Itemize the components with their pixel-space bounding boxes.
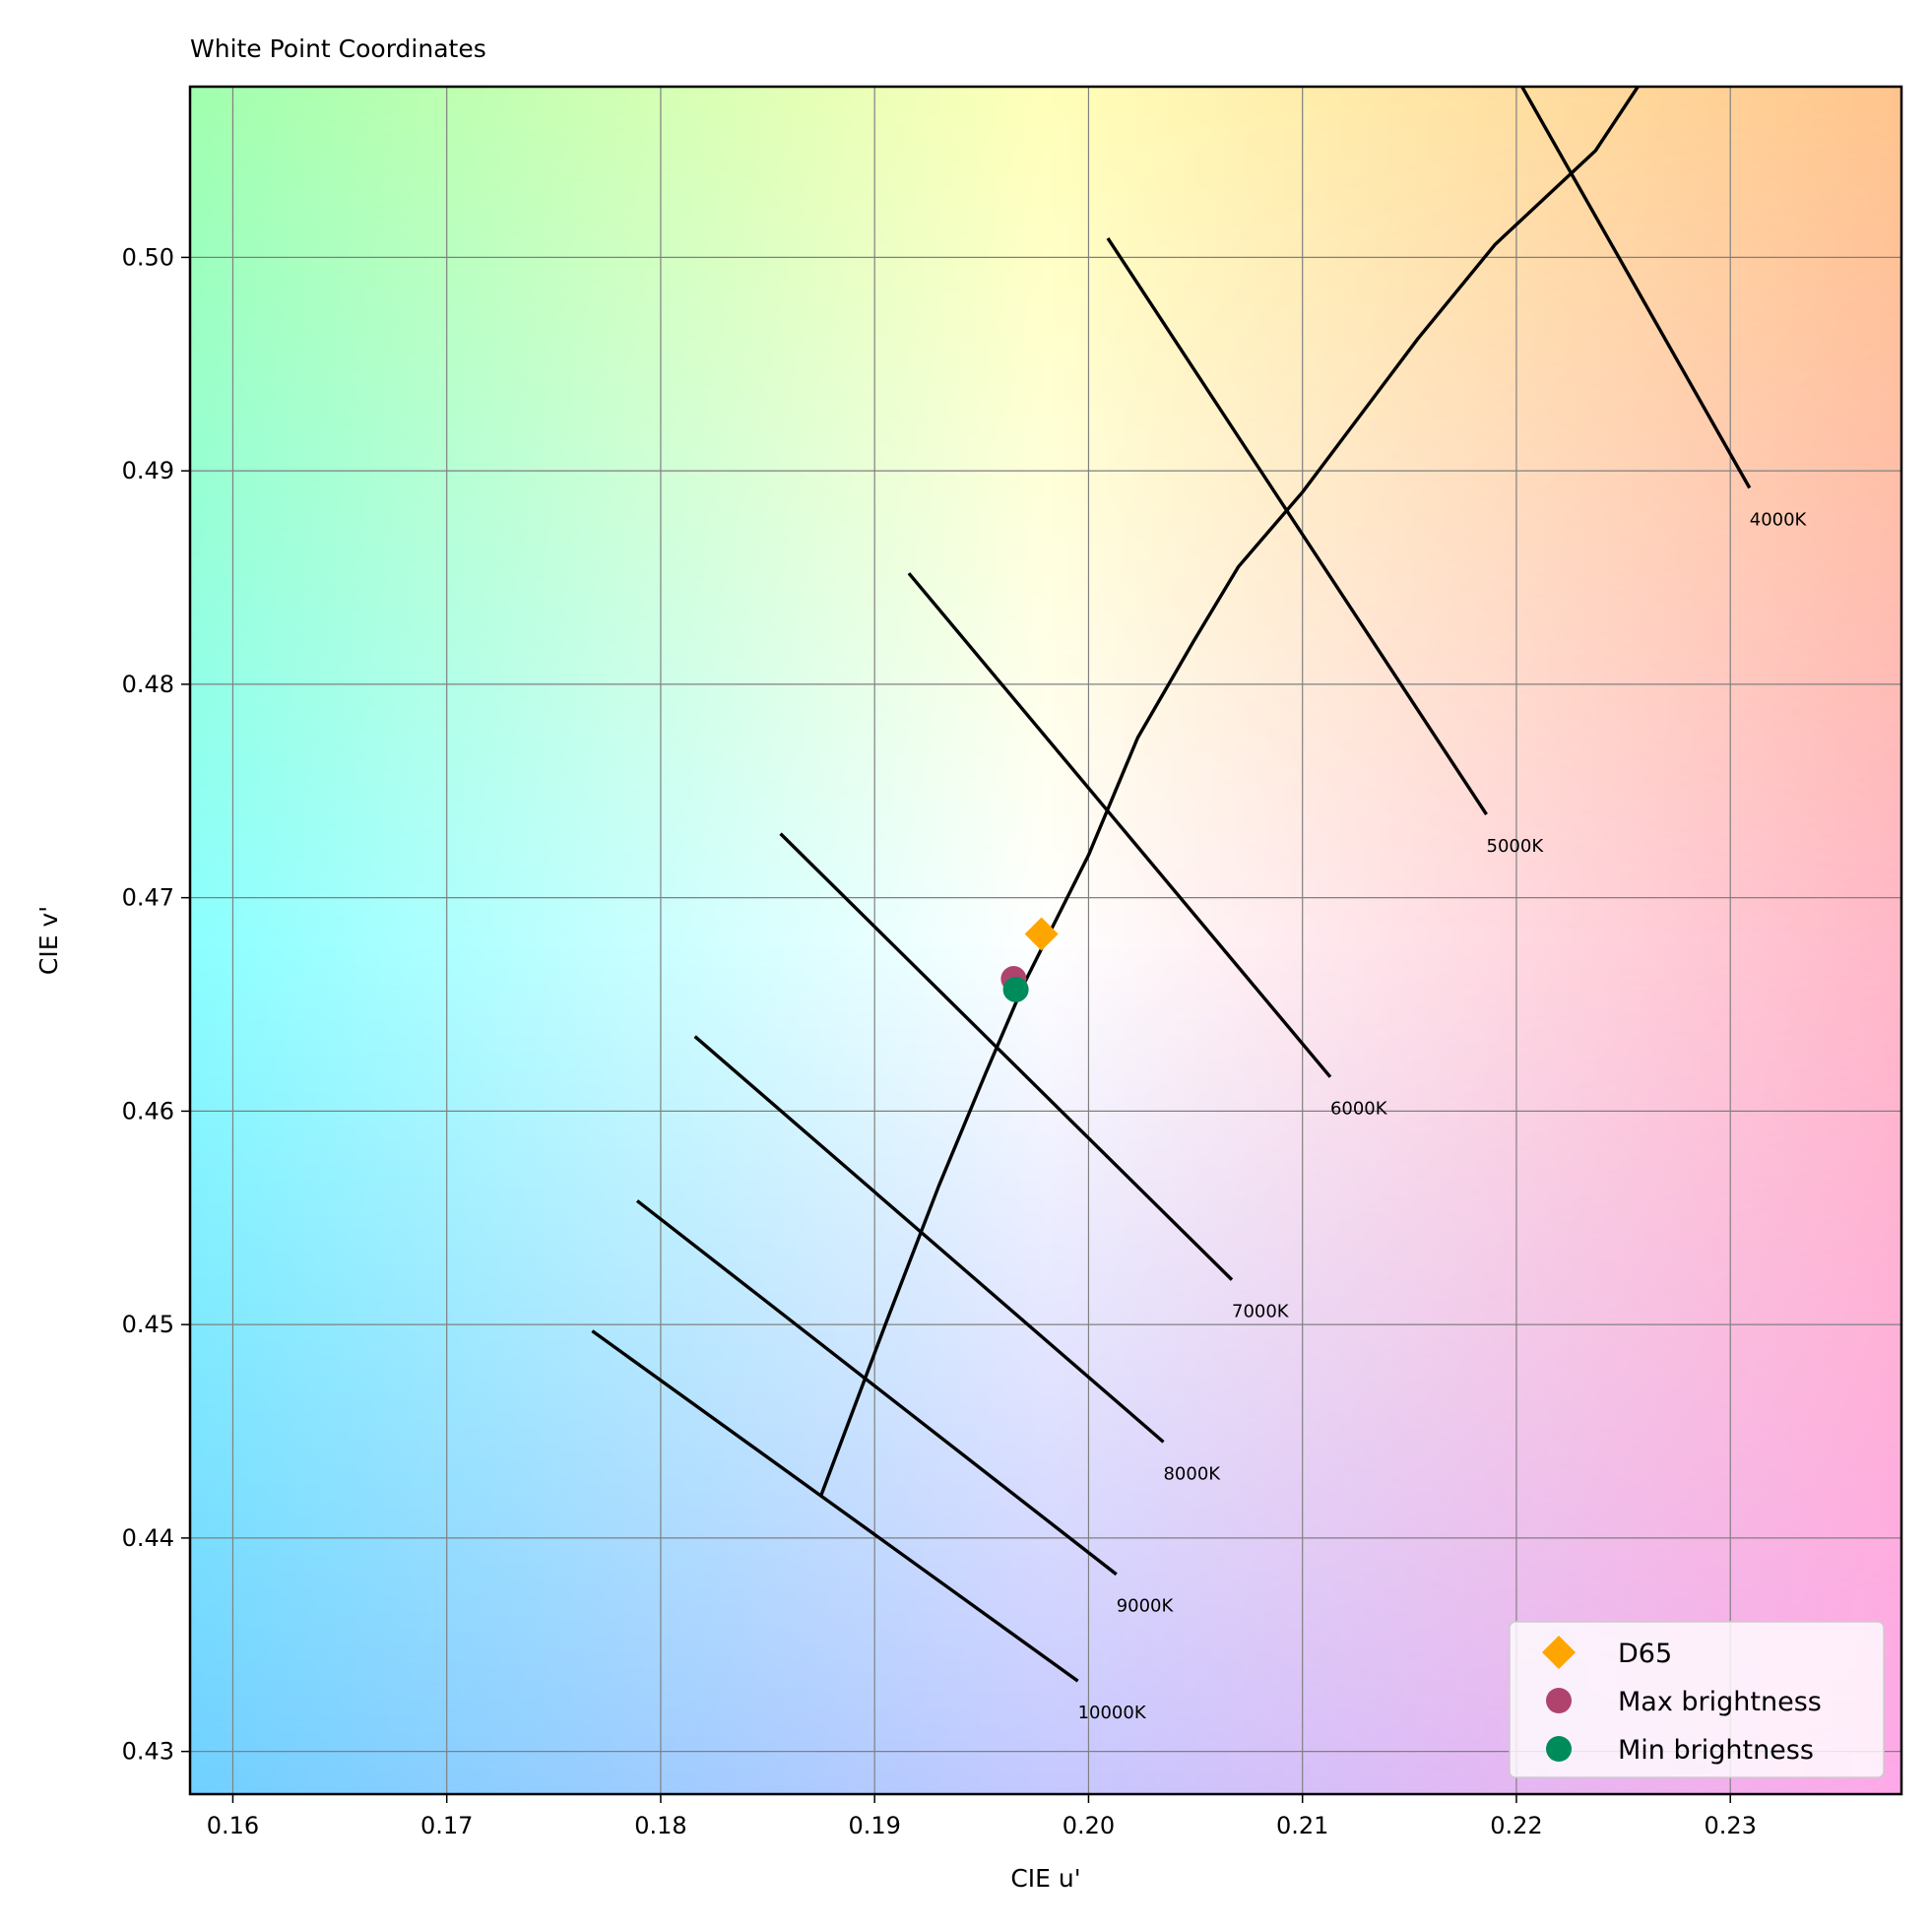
legend: D65 Max brightness Min brightness <box>1509 1621 1885 1778</box>
isotherm-line-6000K <box>907 572 1332 1078</box>
x-tick-label: 0.20 <box>1063 1812 1115 1839</box>
data-points-layer <box>1000 917 1059 1002</box>
isotherm-labels: 4000K 5000K 6000K 7000K 8000K 9000K 10000K <box>1078 509 1808 1723</box>
grid-lines <box>190 87 1901 1794</box>
planckian-locus-line <box>819 87 1641 1497</box>
y-axis-ticks: 0.43 0.44 0.45 0.46 0.47 0.48 0.49 0.50 <box>122 243 190 1766</box>
x-axis-label: CIE u' <box>1010 1864 1080 1893</box>
isotherm-line-7000K <box>779 832 1234 1281</box>
isotherm-line-9000K <box>636 1199 1118 1577</box>
isotherm-line-4000K <box>1519 87 1752 489</box>
isotherm-layer <box>591 87 1752 1683</box>
x-axis-ticks: 0.16 0.17 0.18 0.19 0.20 0.21 0.22 0.23 <box>207 1794 1757 1839</box>
legend-label-min-brightness: Min brightness <box>1618 1735 1814 1766</box>
isotherm-label-5000K: 5000K <box>1487 836 1545 857</box>
point-min-brightness <box>1002 976 1029 1002</box>
y-tick-label: 0.48 <box>122 671 174 698</box>
y-tick-label: 0.44 <box>122 1524 174 1552</box>
x-tick-label: 0.18 <box>634 1812 686 1839</box>
plot-frame <box>188 85 1903 1796</box>
isotherm-label-9000K: 9000K <box>1117 1596 1175 1617</box>
isotherm-label-6000K: 6000K <box>1330 1099 1388 1120</box>
x-tick-label: 0.23 <box>1704 1812 1756 1839</box>
isotherm-line-8000K <box>693 1035 1165 1444</box>
legend-marker-max-brightness <box>1546 1688 1572 1713</box>
legend-label-max-brightness: Max brightness <box>1618 1687 1822 1717</box>
y-tick-label: 0.43 <box>122 1738 174 1766</box>
isotherm-line-5000K <box>1106 236 1488 816</box>
planckian-locus-layer <box>819 87 1641 1497</box>
isotherm-label-10000K: 10000K <box>1078 1703 1147 1723</box>
x-tick-label: 0.17 <box>420 1812 473 1839</box>
y-axis-label: CIE v' <box>34 906 63 975</box>
y-tick-label: 0.49 <box>122 457 174 484</box>
y-tick-label: 0.47 <box>122 884 174 912</box>
y-tick-label: 0.50 <box>122 243 174 271</box>
isotherm-label-4000K: 4000K <box>1750 509 1808 530</box>
y-tick-label: 0.45 <box>122 1311 174 1338</box>
chart-title: White Point Coordinates <box>190 34 486 63</box>
legend-label-d65: D65 <box>1618 1639 1672 1669</box>
isotherm-label-8000K: 8000K <box>1163 1463 1221 1484</box>
x-tick-label: 0.16 <box>207 1812 259 1839</box>
x-tick-label: 0.21 <box>1276 1812 1328 1839</box>
legend-marker-min-brightness <box>1546 1736 1572 1762</box>
x-tick-label: 0.22 <box>1490 1812 1542 1839</box>
point-d65 <box>1024 917 1059 951</box>
isotherm-label-7000K: 7000K <box>1232 1302 1290 1322</box>
x-tick-label: 0.19 <box>848 1812 900 1839</box>
y-tick-label: 0.46 <box>122 1097 174 1125</box>
legend-box <box>1509 1621 1885 1778</box>
legend-marker-d65 <box>1542 1636 1576 1669</box>
isotherm-line-10000K <box>591 1329 1079 1683</box>
